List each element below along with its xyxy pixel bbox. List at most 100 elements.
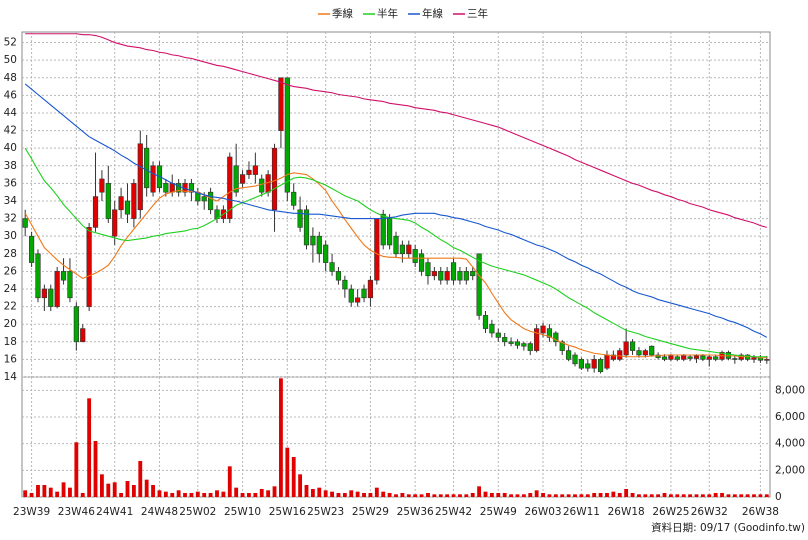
y-tick-label: 50 (4, 54, 17, 66)
legend: 季線 半年 年線 三年 (318, 7, 488, 20)
candle-body (239, 174, 246, 184)
volume-bar (234, 487, 239, 497)
volume-bar (726, 494, 731, 497)
candle-body (80, 328, 86, 343)
candle-body (617, 350, 623, 360)
candle-body (668, 355, 674, 360)
y2-tick-label: 0 (775, 491, 782, 503)
volume-bar (112, 482, 117, 497)
volume-bar (426, 493, 430, 497)
volume-bar (547, 494, 552, 497)
volume-bar (413, 494, 418, 497)
volume-bar (483, 491, 488, 497)
candle-body (380, 213, 386, 246)
volume-bar (310, 489, 315, 497)
candle-body (687, 356, 693, 359)
volume-bar (131, 485, 136, 497)
candle-body (105, 183, 111, 219)
volume-bar (438, 494, 443, 497)
candle-body (514, 341, 521, 346)
volume-bar (195, 491, 200, 497)
y-tick-label: 52 (4, 37, 17, 49)
volume-bar (745, 494, 750, 497)
y-tick-label: 38 (4, 160, 17, 172)
candle-body (131, 183, 137, 219)
volume-bar (119, 493, 124, 497)
x-tick-label: 25W49 (480, 506, 517, 518)
candle-body (355, 297, 361, 303)
y2-tick-label: 4,000 (775, 438, 805, 450)
volume-bar (592, 493, 597, 497)
volume-bar (29, 493, 34, 497)
volume-bar (285, 447, 290, 497)
candle-body (450, 262, 457, 281)
candle-body (553, 332, 559, 343)
candle-body (566, 350, 572, 360)
volume-bar (617, 493, 622, 497)
volume-bar (688, 494, 693, 497)
candle-body (118, 196, 124, 211)
candle-body (732, 358, 738, 360)
volume-bar (247, 493, 251, 497)
volume-bar (406, 494, 411, 497)
y2-tick-label: 8,000 (775, 384, 805, 396)
volume-bar (445, 494, 450, 497)
volume-bar (317, 487, 322, 497)
volume-bar (99, 474, 104, 497)
candle-body (48, 288, 54, 307)
price-panel (21, 31, 771, 378)
candle-body (623, 341, 629, 356)
volume-bar (528, 493, 533, 497)
candle-body (207, 191, 214, 211)
y2-tick-label: 2,000 (775, 464, 805, 476)
candle-body (278, 77, 284, 131)
volume-bar (585, 494, 590, 497)
ma-line (24, 172, 767, 359)
y-tick-label: 14 (4, 371, 18, 383)
candle-body (271, 147, 278, 211)
volume-bar (496, 493, 501, 497)
candle-body (521, 343, 527, 347)
candle-body (649, 345, 655, 356)
legend-label: 三年 (467, 7, 488, 20)
volume-bar (298, 474, 303, 497)
candle-body (578, 359, 585, 369)
candle-body (169, 183, 175, 193)
candle-body (540, 325, 546, 334)
candle-body (610, 354, 616, 360)
volume-bar (451, 494, 456, 497)
x-tick-label: 26W32 (691, 506, 728, 518)
y2-tick-label: 6,000 (775, 411, 805, 423)
candle-body (112, 209, 118, 237)
volume-bar (151, 485, 155, 497)
candle-body (534, 328, 540, 351)
candle-body (457, 271, 463, 281)
volume-bar (202, 493, 207, 497)
candle-body (374, 218, 380, 281)
candle-body (246, 169, 252, 175)
y-tick-label: 22 (4, 301, 17, 313)
volume-bar (573, 494, 577, 497)
source-note: 資料日期: 09/17 (Goodinfo.tw) (651, 521, 805, 534)
candle-body (406, 244, 412, 255)
x-tick-label: 24W41 (96, 506, 133, 518)
volume-bar (579, 494, 584, 497)
x-tick-label: 24W48 (141, 506, 178, 518)
volume-bar (80, 493, 85, 497)
candle-body (706, 356, 712, 360)
candle-body (399, 244, 405, 255)
x-tick-label: 26W18 (608, 506, 645, 518)
volume-bar (87, 398, 92, 497)
candle-body (585, 363, 591, 369)
candle-body (572, 354, 578, 365)
candle-body (700, 355, 706, 360)
volume-bar (208, 493, 213, 497)
volume-bar (700, 494, 705, 497)
candle-body (201, 196, 207, 202)
volume-bar (125, 481, 130, 497)
candle-body (60, 271, 67, 281)
candle-body (661, 356, 668, 360)
volume-bar (637, 494, 641, 497)
candle-body (342, 279, 348, 290)
